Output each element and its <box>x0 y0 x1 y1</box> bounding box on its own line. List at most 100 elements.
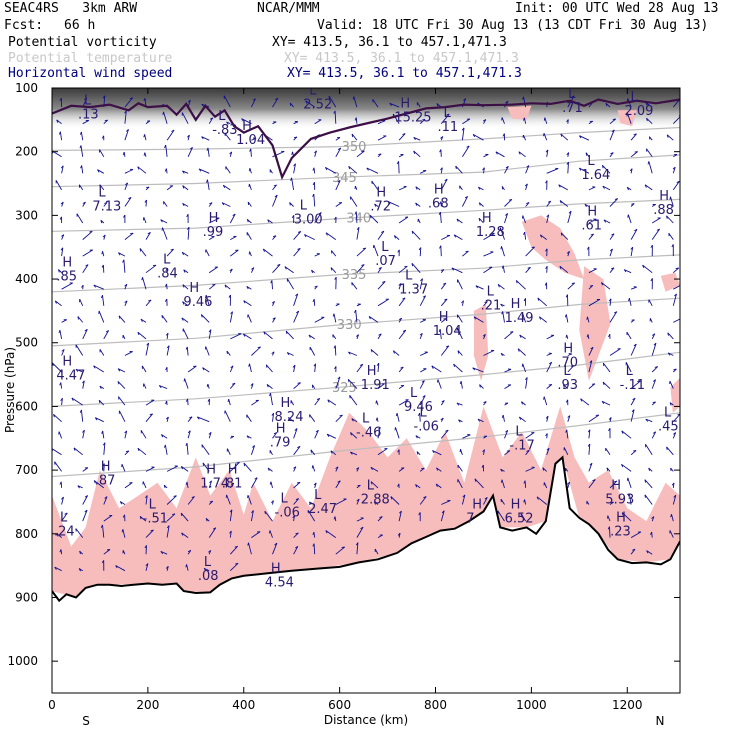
wind-vector <box>335 180 341 191</box>
wind-vector <box>145 343 150 356</box>
wind-vector <box>630 133 637 141</box>
wind-vector-head <box>128 196 132 200</box>
wind-vector-head <box>525 377 528 381</box>
wind-vector-head <box>295 532 299 535</box>
wind-vector <box>93 365 105 373</box>
wind-vector <box>293 293 299 306</box>
wind-vector <box>546 200 552 207</box>
wind-vector-head <box>209 480 212 484</box>
wind-vector-head <box>500 246 502 250</box>
wind-vector <box>250 445 256 455</box>
wind-vector <box>370 481 379 489</box>
wind-vector-head <box>292 364 296 368</box>
wind-vector <box>53 413 62 423</box>
wind-vector <box>56 533 62 538</box>
marker-L-50: L.24 <box>54 510 75 539</box>
marker-L-28: L.93 <box>557 364 578 393</box>
wind-vector <box>307 510 316 522</box>
wind-vector-head <box>602 185 605 189</box>
wind-vector-head <box>418 512 421 516</box>
wind-vector-head <box>272 317 276 320</box>
wind-vector-head <box>632 548 636 551</box>
wind-vector <box>187 416 193 422</box>
marker-value: .68 <box>428 196 449 211</box>
wind-vector-head <box>522 96 524 100</box>
marker-type: H <box>434 182 444 197</box>
wind-vector-head <box>671 244 674 248</box>
wind-vector <box>588 347 594 356</box>
wind-vector-head <box>623 269 627 273</box>
wind-vector-head <box>181 532 184 536</box>
wind-vector <box>673 285 680 290</box>
wind-vector <box>588 414 600 423</box>
wind-vector-head <box>482 333 486 337</box>
wind-vector <box>139 516 147 522</box>
wind-vector-head <box>248 183 250 187</box>
wind-vector-head <box>117 368 121 372</box>
wind-vector <box>205 249 210 257</box>
wind-vector <box>160 219 168 224</box>
wind-vector <box>80 409 84 422</box>
wind-vector <box>187 227 190 240</box>
wind-vector-head <box>315 429 319 433</box>
wind-vector <box>120 501 126 505</box>
wind-vector <box>355 310 358 323</box>
wind-vector-head <box>236 461 240 464</box>
wind-vector-head <box>165 400 168 405</box>
wind-vector-head <box>333 516 336 520</box>
wind-vector-head <box>59 97 62 101</box>
wind-vector <box>77 316 84 323</box>
wind-vector-head <box>77 485 80 489</box>
wind-vector-head <box>610 152 614 155</box>
wind-vector-head <box>439 149 442 153</box>
wind-vector <box>103 496 108 505</box>
wind-vector <box>93 284 104 290</box>
wind-vector <box>395 427 400 439</box>
wind-vector <box>420 351 428 356</box>
wind-vector <box>166 129 175 141</box>
wind-vector <box>161 315 168 323</box>
wind-vector <box>205 346 210 356</box>
marker-type: L <box>405 268 413 283</box>
wind-vector <box>117 381 126 389</box>
wind-vector-head <box>475 285 479 289</box>
wind-vector <box>123 259 126 273</box>
wind-vector-head <box>295 293 299 297</box>
wind-vector-head <box>98 400 101 404</box>
wind-vector-head <box>377 426 381 430</box>
wind-vector-head <box>632 397 636 401</box>
wind-vector-head <box>308 334 311 338</box>
wind-vector-head <box>589 284 593 287</box>
wind-vector <box>60 382 63 389</box>
wind-vector-head <box>180 466 184 470</box>
wind-vector-head <box>650 278 653 282</box>
wind-vector-head <box>137 332 140 336</box>
wind-vector-head <box>78 568 81 572</box>
wind-vector-head <box>137 448 140 452</box>
marker-type: H <box>209 211 219 226</box>
wind-vector-head <box>106 549 111 551</box>
wind-vector <box>139 248 147 257</box>
wind-vector-head <box>124 110 127 114</box>
wind-vector <box>76 213 84 224</box>
wind-vector-head <box>415 484 418 488</box>
wind-vector <box>310 449 316 456</box>
wind-vector-head <box>510 331 514 333</box>
marker-H-26: H.70 <box>557 342 578 371</box>
wind-vector-head <box>235 562 239 565</box>
wind-vector-head <box>241 118 244 122</box>
marker-type: L <box>300 198 308 213</box>
wind-vector <box>182 328 189 340</box>
wind-vector <box>58 431 63 439</box>
wind-vector-head <box>122 151 125 156</box>
wind-vector <box>285 330 294 340</box>
theta-label-325: 325 <box>332 381 357 396</box>
wind-vector <box>455 165 463 174</box>
wind-vector-head <box>139 248 142 252</box>
wind-vector <box>251 531 261 538</box>
wind-vector-head <box>229 509 233 513</box>
wind-vector-head <box>104 119 108 122</box>
wind-vector <box>504 430 509 439</box>
wind-vector <box>334 345 337 356</box>
wind-vector-head <box>293 163 296 167</box>
